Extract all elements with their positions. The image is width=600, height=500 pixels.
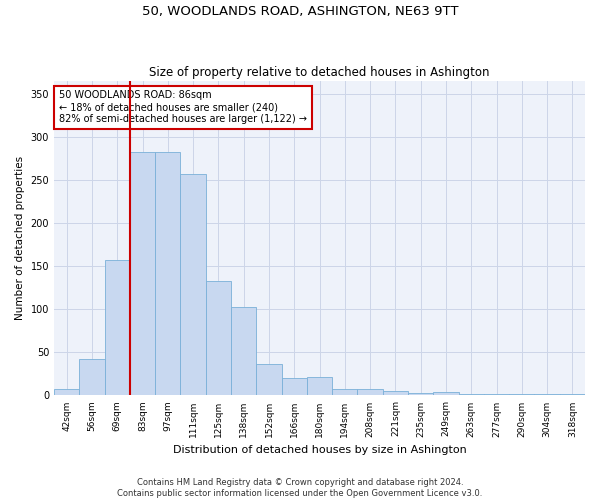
- Bar: [231, 306, 256, 396]
- Bar: [358, 390, 383, 396]
- Bar: [54, 388, 79, 396]
- Bar: [535, 394, 560, 396]
- Bar: [484, 394, 509, 396]
- X-axis label: Distribution of detached houses by size in Ashington: Distribution of detached houses by size …: [173, 445, 466, 455]
- Text: 50 WOODLANDS ROAD: 86sqm
← 18% of detached houses are smaller (240)
82% of semi-: 50 WOODLANDS ROAD: 86sqm ← 18% of detach…: [59, 90, 307, 124]
- Bar: [433, 392, 458, 396]
- Bar: [130, 152, 155, 396]
- Bar: [408, 393, 433, 396]
- Bar: [181, 174, 206, 396]
- Bar: [104, 260, 130, 396]
- Bar: [155, 152, 181, 396]
- Text: 50, WOODLANDS ROAD, ASHINGTON, NE63 9TT: 50, WOODLANDS ROAD, ASHINGTON, NE63 9TT: [142, 5, 458, 18]
- Bar: [560, 394, 585, 396]
- Bar: [206, 281, 231, 396]
- Bar: [281, 378, 307, 396]
- Title: Size of property relative to detached houses in Ashington: Size of property relative to detached ho…: [149, 66, 490, 78]
- Bar: [458, 394, 484, 396]
- Y-axis label: Number of detached properties: Number of detached properties: [15, 156, 25, 320]
- Bar: [307, 378, 332, 396]
- Bar: [383, 391, 408, 396]
- Bar: [256, 364, 281, 396]
- Text: Contains HM Land Registry data © Crown copyright and database right 2024.
Contai: Contains HM Land Registry data © Crown c…: [118, 478, 482, 498]
- Bar: [509, 394, 535, 396]
- Bar: [79, 360, 104, 396]
- Bar: [332, 388, 358, 396]
